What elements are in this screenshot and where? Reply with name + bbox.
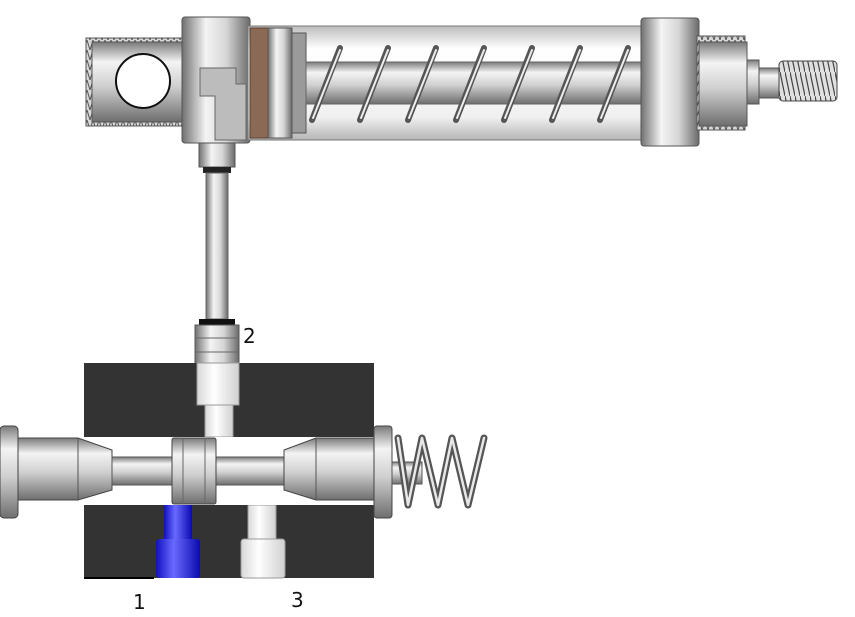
valve-port-fitting (194, 324, 240, 366)
valve-return-spring (394, 434, 488, 509)
piston (267, 27, 293, 139)
spool-center-land (171, 437, 217, 505)
valve (0, 362, 488, 579)
mounting-eye-hole (115, 53, 171, 109)
air-line (194, 142, 240, 366)
spool-left-land (17, 437, 113, 501)
spool-right-land (283, 437, 375, 501)
air-tube (205, 172, 229, 320)
port-label-3: 3 (291, 588, 304, 612)
port-label-2: 2 (243, 324, 256, 348)
port-label-1: 1 (133, 590, 146, 614)
piston-guide (291, 32, 307, 134)
rod-end-shaft (758, 67, 780, 99)
cylinder-port-fitting (198, 142, 236, 168)
spool-actuator-button (0, 425, 19, 519)
front-neck (698, 41, 748, 127)
cylinder (85, 16, 838, 147)
piston-seal (249, 27, 269, 139)
port-2-channel (196, 362, 240, 406)
cylinder-front-cap (640, 17, 700, 147)
valve-body-bottom (84, 505, 374, 578)
rear-cap-port-channel (199, 67, 247, 141)
rod-end-thread (778, 60, 838, 102)
port-3-channel (247, 504, 277, 540)
port-1-channel (164, 505, 192, 539)
rod-end-collar (746, 59, 760, 105)
spool-end-plate (373, 425, 393, 519)
